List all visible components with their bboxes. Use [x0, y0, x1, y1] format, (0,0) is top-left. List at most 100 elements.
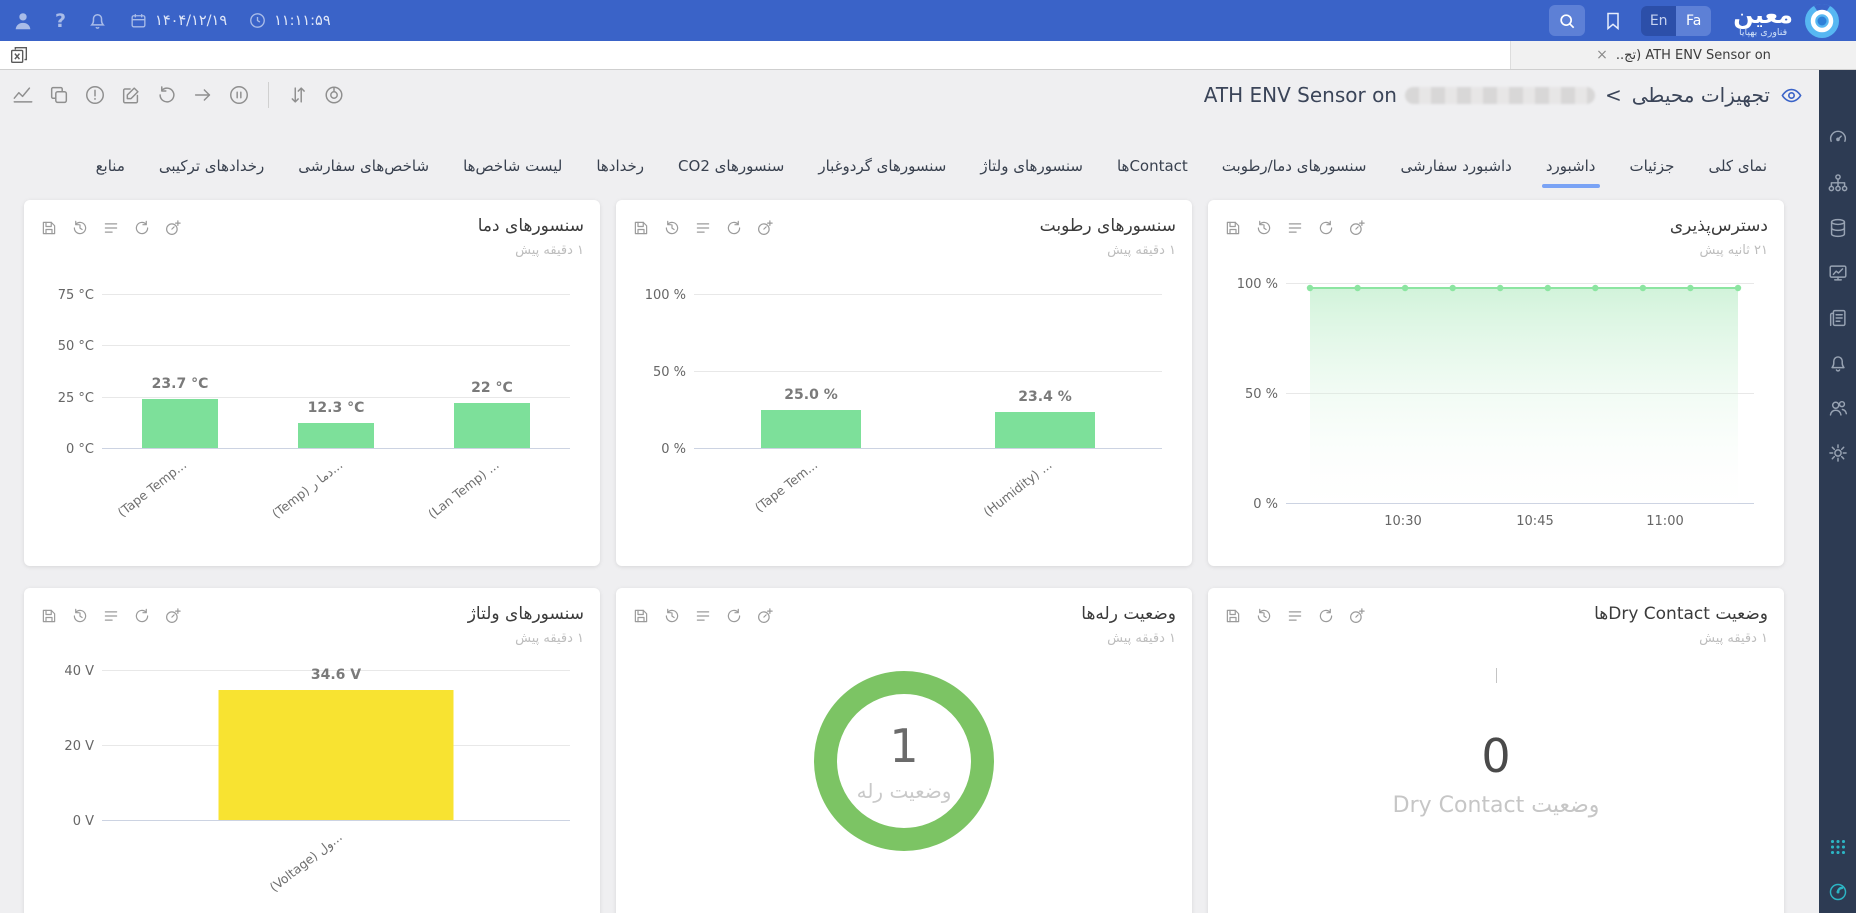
y-tick-label: 100 %	[1236, 277, 1278, 292]
save-icon[interactable]	[1224, 219, 1242, 237]
device-tab[interactable]: ATH ENV Sensor on (تج.. ×	[1510, 41, 1856, 69]
language-toggle: En Fa	[1641, 5, 1712, 36]
refresh-icon[interactable]	[133, 219, 151, 237]
svg-text:10:45: 10:45	[1516, 514, 1553, 529]
list-icon[interactable]	[1286, 219, 1304, 237]
card-updated: ۱ دقیقه پیش	[515, 243, 584, 258]
tab-2[interactable]: داشبورد	[1541, 147, 1600, 188]
temperature-bar-0[interactable]	[142, 399, 218, 448]
tab-12[interactable]: رخدادهای ترکیبی	[158, 157, 265, 175]
help-icon[interactable]: ?	[55, 9, 67, 32]
gauge-add-icon[interactable]	[756, 219, 774, 237]
sort-icon[interactable]	[287, 84, 309, 106]
lang-fa-button[interactable]: Fa	[1676, 5, 1712, 36]
availability-area[interactable]: 10:30 10:45 11:00	[1286, 284, 1764, 529]
x-category-label: (Tape Tem...	[751, 457, 821, 515]
history-icon[interactable]	[71, 607, 89, 625]
tab-7[interactable]: سنسورهای گردوغبار	[818, 157, 947, 175]
refresh-icon[interactable]	[1317, 607, 1335, 625]
clipboard-icon[interactable]	[1827, 307, 1849, 329]
card-title: سنسورهای رطوبت	[1039, 216, 1176, 236]
list-icon[interactable]	[102, 607, 120, 625]
arrow-right-icon[interactable]	[192, 84, 214, 106]
tab-9[interactable]: رخدادها	[596, 157, 645, 175]
brand-mark-icon	[1805, 3, 1839, 38]
watch-eye-icon[interactable]	[1780, 84, 1803, 107]
list-icon[interactable]	[102, 219, 120, 237]
temperature-bar-1[interactable]	[298, 422, 374, 448]
doughnut-icon[interactable]	[323, 84, 345, 106]
pause-icon[interactable]	[228, 84, 250, 106]
card-title: سنسورهای دما	[477, 216, 584, 236]
monitor-icon[interactable]	[1827, 262, 1849, 284]
y-tick-label: 0 °C	[66, 442, 94, 457]
list-icon[interactable]	[694, 607, 712, 625]
history-icon[interactable]	[663, 607, 681, 625]
lang-en-button[interactable]: En	[1641, 5, 1677, 36]
save-icon[interactable]	[1224, 607, 1242, 625]
tab-3[interactable]: داشبورد سفارشی	[1400, 157, 1512, 175]
gear-icon[interactable]	[1827, 442, 1849, 464]
tab-1[interactable]: جزئیات	[1629, 157, 1675, 175]
refresh-icon[interactable]	[725, 607, 743, 625]
database-icon[interactable]	[1827, 217, 1849, 239]
alert-icon[interactable]	[84, 84, 106, 106]
list-icon[interactable]	[694, 219, 712, 237]
refresh-icon[interactable]	[133, 607, 151, 625]
tab-close-icon[interactable]: ×	[1596, 47, 1608, 63]
card-updated: ۲۱ ثانیه پیش	[1699, 243, 1768, 258]
gauge-icon[interactable]	[1827, 127, 1849, 149]
tab-4[interactable]: سنسورهای دما/رطوبت	[1221, 157, 1367, 175]
list-icon[interactable]	[1286, 607, 1304, 625]
gauge-add-icon[interactable]	[1348, 219, 1366, 237]
refresh-icon[interactable]	[725, 219, 743, 237]
save-icon[interactable]	[632, 219, 650, 237]
y-tick-label: 0 %	[661, 442, 686, 457]
trend-icon[interactable]	[12, 84, 34, 106]
topology-icon[interactable]	[1827, 172, 1849, 194]
calendar-icon	[131, 14, 146, 28]
gauge-add-icon[interactable]	[164, 219, 182, 237]
swirl-icon[interactable]	[1827, 881, 1849, 903]
humidity-bar-1[interactable]	[995, 411, 1095, 448]
users-icon[interactable]	[1827, 397, 1849, 419]
x-category-label: (Lan Temp) ...	[424, 457, 502, 522]
history-icon[interactable]	[663, 219, 681, 237]
undo-icon[interactable]	[156, 84, 178, 106]
tab-11[interactable]: شاخص‌های سفارشی	[298, 157, 430, 175]
close-all-tabs-icon[interactable]	[8, 44, 30, 66]
history-icon[interactable]	[1255, 219, 1273, 237]
bell-side-icon[interactable]	[1827, 352, 1849, 374]
refresh-icon[interactable]	[1317, 219, 1335, 237]
edit-icon[interactable]	[120, 84, 142, 106]
y-tick-label: 0 V	[72, 814, 94, 829]
tab-5[interactable]: Contactها	[1116, 157, 1188, 175]
user-icon[interactable]	[12, 10, 34, 32]
gauge-add-icon[interactable]	[756, 607, 774, 625]
save-icon[interactable]	[40, 607, 58, 625]
voltage-bar-0[interactable]	[218, 690, 454, 820]
temperature-bar-2[interactable]	[454, 402, 530, 448]
notifications-bell-icon[interactable]	[87, 10, 108, 31]
humidity-bar-0[interactable]	[761, 409, 861, 448]
clock-icon	[250, 13, 266, 28]
tab-0[interactable]: نمای کلی	[1708, 157, 1767, 175]
copy-icon[interactable]	[48, 84, 70, 106]
relay-donut[interactable]: 1 وضعیت رله	[814, 671, 994, 851]
history-icon[interactable]	[71, 219, 89, 237]
tab-13[interactable]: منابع	[95, 157, 125, 175]
history-icon[interactable]	[1255, 607, 1273, 625]
breadcrumb-section[interactable]: تجهیزات محیطی	[1631, 83, 1770, 107]
tab-10[interactable]: لیست شاخص‌ها	[463, 157, 563, 175]
tab-8[interactable]: سنسورهای CO2	[678, 157, 785, 175]
card-availability: دسترس‌پذیری ۲۱ ثانیه پیش 0 % 50 % 100 % 10:…	[1208, 200, 1784, 566]
save-icon[interactable]	[632, 607, 650, 625]
bookmark-icon[interactable]	[1603, 11, 1623, 31]
search-button[interactable]	[1549, 5, 1586, 36]
apps-grid-icon[interactable]	[1827, 836, 1849, 858]
gauge-add-icon[interactable]	[164, 607, 182, 625]
save-icon[interactable]	[40, 219, 58, 237]
gauge-add-icon[interactable]	[1348, 607, 1366, 625]
tab-6[interactable]: سنسورهای ولتاژ	[980, 157, 1083, 175]
card-drycontact: وضعیت Dry Contactها ۱ دقیقه پیش 0 وضعیت …	[1208, 588, 1784, 913]
